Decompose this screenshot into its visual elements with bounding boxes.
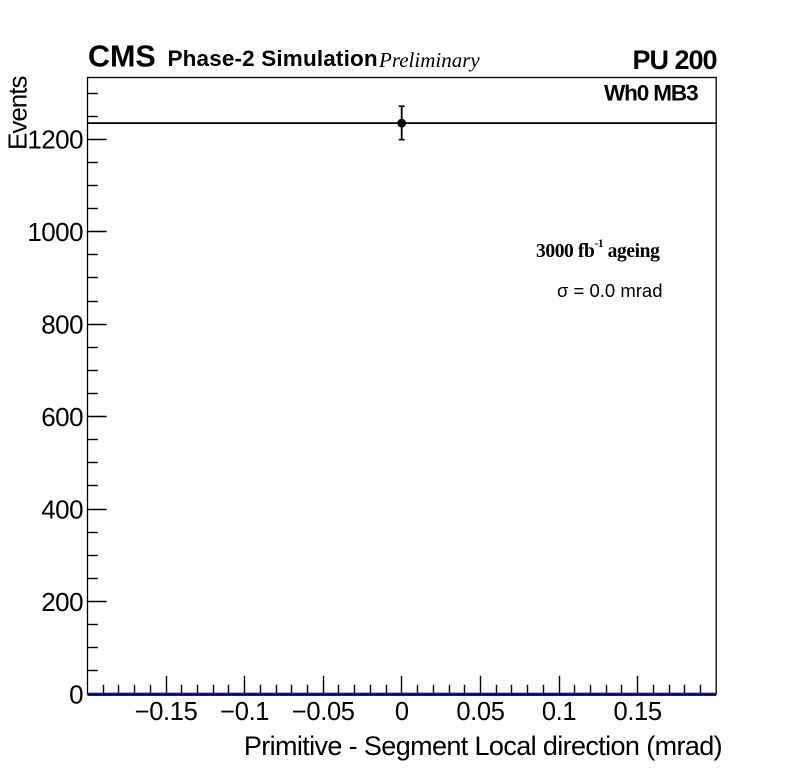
svg-text:−0.1: −0.1 <box>220 698 269 726</box>
svg-text:Events: Events <box>3 76 33 150</box>
svg-text:Wh0 MB3: Wh0 MB3 <box>604 80 698 105</box>
svg-text:0.15: 0.15 <box>613 698 661 726</box>
svg-text:1000: 1000 <box>27 217 83 247</box>
svg-text:Phase-2 Simulation: Phase-2 Simulation <box>168 46 378 71</box>
svg-text:CMS: CMS <box>88 40 156 74</box>
svg-text:3000 fb-1 ageing: 3000 fb-1 ageing <box>536 238 660 262</box>
svg-text:0: 0 <box>69 679 83 709</box>
svg-text:1200: 1200 <box>27 125 83 155</box>
svg-text:0.1: 0.1 <box>542 698 576 726</box>
svg-text:σ = 0.0 mrad: σ = 0.0 mrad <box>557 280 663 301</box>
svg-text:PU 200: PU 200 <box>632 45 716 75</box>
svg-text:−0.05: −0.05 <box>292 698 355 726</box>
svg-text:800: 800 <box>41 310 83 340</box>
svg-text:−0.15: −0.15 <box>135 698 198 726</box>
svg-text:0.05: 0.05 <box>456 698 504 726</box>
svg-text:400: 400 <box>41 495 83 525</box>
svg-text:600: 600 <box>41 402 83 432</box>
svg-text:0: 0 <box>395 698 409 726</box>
svg-text:Preliminary: Preliminary <box>378 48 480 72</box>
svg-text:200: 200 <box>41 587 83 617</box>
svg-text:Primitive - Segment Local dire: Primitive - Segment Local direction (mra… <box>244 731 722 761</box>
